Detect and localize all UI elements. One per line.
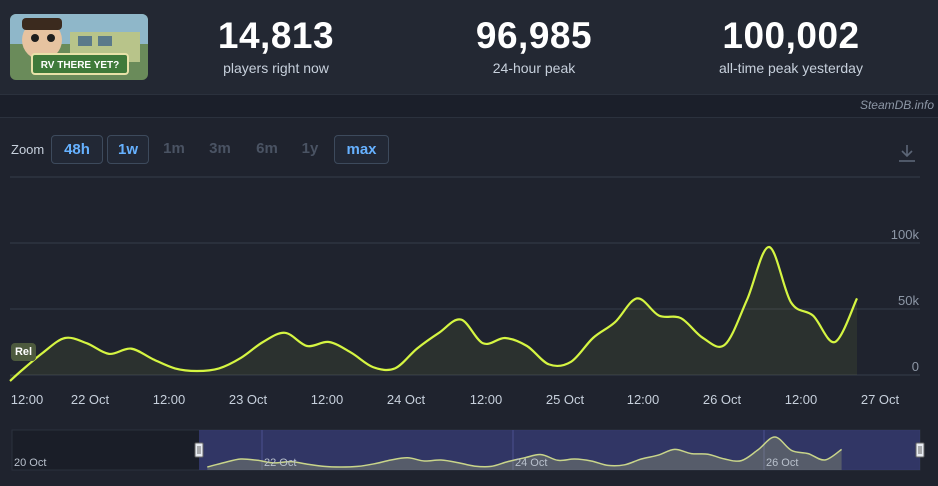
x-tick-label: 22 Oct xyxy=(71,392,110,407)
zoom-max-button[interactable]: max xyxy=(334,135,389,164)
x-tick-label: 26 Oct xyxy=(703,392,742,407)
stat-label: players right now xyxy=(223,60,329,76)
x-tick-label: 12:00 xyxy=(785,392,818,407)
player-count-chart: 0 50k 100k 12:00 22 Oct 12:00 23 Oct 12:00 24 O… xyxy=(9,176,920,407)
stat-24h-peak: 96,985 24-hour peak xyxy=(424,15,644,77)
steamdb-credit-link[interactable]: SteamDB.info xyxy=(859,98,934,112)
stats-header: RV THERE YET? 14,813 players right now 9… xyxy=(0,0,938,95)
zoom-6m-button[interactable]: 6m xyxy=(256,140,278,157)
stat-value: 100,002 xyxy=(722,15,860,56)
zoom-label: Zoom xyxy=(11,142,45,157)
stat-value: 96,985 xyxy=(475,15,593,56)
stat-label: 24-hour peak xyxy=(492,60,576,76)
navigator-selection[interactable] xyxy=(199,430,920,470)
navigator-series-area xyxy=(207,436,842,470)
x-tick-label: 12:00 xyxy=(311,392,344,407)
zoom-1y-button[interactable]: 1y xyxy=(301,140,319,157)
download-icon[interactable] xyxy=(896,142,918,164)
navigator-series-line xyxy=(207,436,843,468)
stat-players-now: 14,813 players right now xyxy=(166,15,386,77)
range-navigator[interactable]: 20 Oct 22 Oct 24 Oct 26 Oct xyxy=(0,428,938,472)
zoom-3m-button[interactable]: 3m xyxy=(209,140,231,157)
stat-value: 14,813 xyxy=(217,15,335,56)
x-tick-label: 12:00 xyxy=(470,392,503,407)
y-tick-label: 100k xyxy=(891,227,920,242)
navigator-date-label: 24 Oct xyxy=(515,457,547,469)
x-tick-label: 23 Oct xyxy=(229,392,268,407)
x-tick-label: 12:00 xyxy=(11,392,44,407)
x-tick-label: 24 Oct xyxy=(387,392,426,407)
series-line xyxy=(9,245,858,382)
navigator-date-label: 20 Oct xyxy=(14,457,46,469)
game-thumbnail[interactable]: RV THERE YET? xyxy=(10,14,148,80)
navigator-date-label: 26 Oct xyxy=(766,457,798,469)
x-tick-label: 12:00 xyxy=(627,392,660,407)
y-tick-label: 50k xyxy=(898,293,919,308)
navigator-left-handle[interactable] xyxy=(194,442,204,458)
series-area xyxy=(10,246,857,381)
thumbnail-title: RV THERE YET? xyxy=(41,60,120,71)
stat-label: all-time peak yesterday xyxy=(719,60,863,76)
zoom-1m-button[interactable]: 1m xyxy=(163,140,185,157)
x-tick-label: 12:00 xyxy=(153,392,186,407)
release-marker[interactable]: Rel xyxy=(11,343,36,361)
zoom-48h-button[interactable]: 48h xyxy=(51,135,103,164)
chart-panel xyxy=(0,117,938,486)
stat-all-time-peak: 100,002 all-time peak yesterday xyxy=(681,15,901,77)
game-thumbnail-art: RV THERE YET? xyxy=(10,14,148,80)
zoom-1w-button[interactable]: 1w xyxy=(107,135,149,164)
x-tick-label: 27 Oct xyxy=(861,392,900,407)
navigator-date-label: 22 Oct xyxy=(264,457,296,469)
x-tick-label: 25 Oct xyxy=(546,392,585,407)
navigator-right-handle[interactable] xyxy=(915,442,925,458)
y-tick-label: 0 xyxy=(912,359,919,374)
